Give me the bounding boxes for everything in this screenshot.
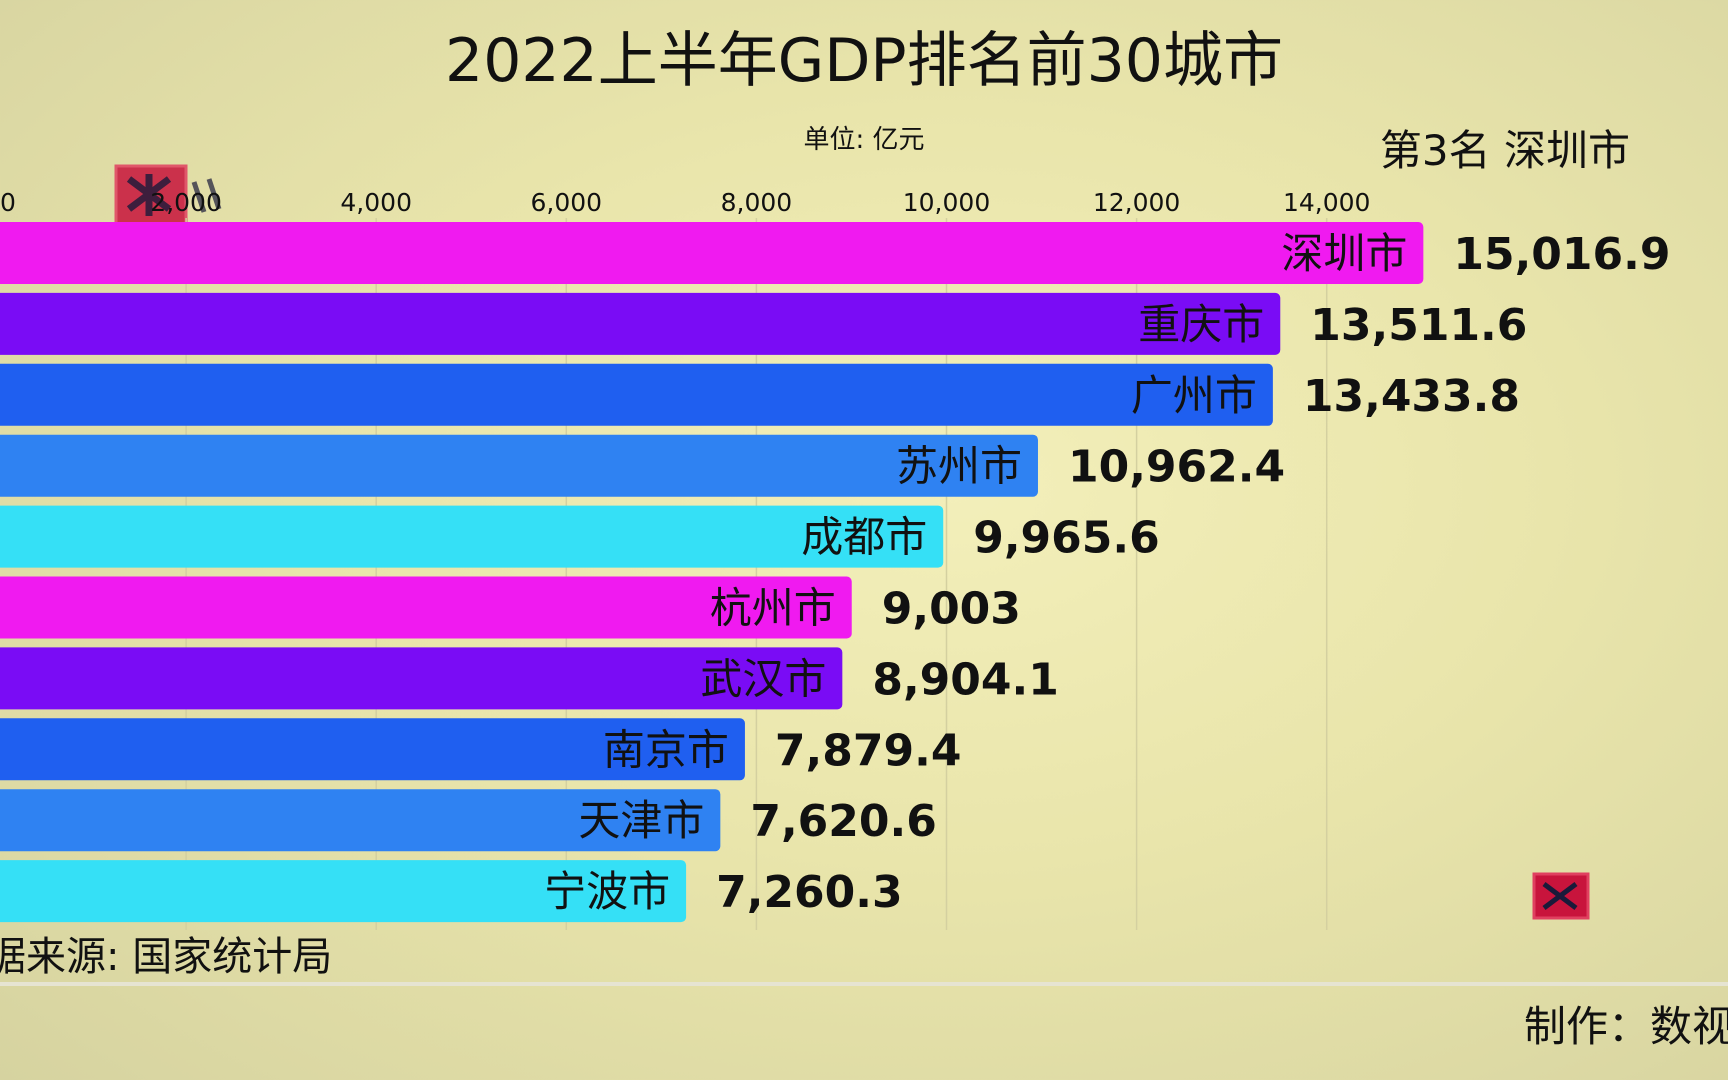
- tick-label: 4,000: [340, 188, 412, 217]
- unit-label: 单位: 亿元: [803, 125, 925, 155]
- bar-3: [0, 363, 1273, 426]
- bar-label: 重庆市: [1138, 300, 1264, 349]
- maker-credit: 制作：数视: [1524, 1002, 1728, 1051]
- bar-label: 天津市: [578, 796, 704, 845]
- value-label: 7,620.6: [750, 796, 937, 847]
- value-label: 10,962.4: [1068, 442, 1285, 493]
- bar-label: 深圳市: [1281, 229, 1407, 278]
- bar-8: [0, 718, 745, 781]
- tick-label: 12,000: [1093, 188, 1180, 217]
- value-label: 7,260.3: [716, 867, 903, 918]
- value-label: 9,003: [882, 584, 1021, 635]
- tick-label: 6,000: [531, 188, 603, 217]
- value-label: 13,511.6: [1310, 300, 1527, 351]
- divider: [0, 982, 1728, 986]
- watermark-logo: [114, 164, 222, 226]
- bar-label: 苏州市: [896, 442, 1022, 491]
- bar-label: 南京市: [603, 725, 729, 774]
- bar-4: [0, 434, 1038, 497]
- bar-10: [0, 860, 687, 923]
- tick-label: 0: [0, 188, 16, 217]
- corner-logo: [1532, 872, 1590, 920]
- value-label: 13,433.8: [1303, 371, 1520, 422]
- bar-label: 宁波市: [544, 867, 670, 916]
- bar-label: 武汉市: [700, 654, 826, 703]
- bar-label: 杭州市: [710, 584, 836, 633]
- value-label: 9,965.6: [973, 513, 1160, 564]
- bar-label: 成都市: [801, 513, 927, 562]
- data-source: 据来源: 国家统计局: [0, 934, 333, 980]
- chart-title: 2022上半年GDP排名前30城市: [445, 26, 1283, 96]
- value-label: 15,016.9: [1453, 229, 1670, 280]
- rank-label: 第3名 深圳市: [1379, 126, 1630, 175]
- bar-6: [0, 576, 852, 639]
- bar-7: [0, 647, 843, 710]
- tick-label: 14,000: [1283, 188, 1370, 217]
- value-label: 8,904.1: [872, 654, 1059, 705]
- bar-2: [0, 292, 1281, 355]
- tick-label: 8,000: [721, 188, 793, 217]
- tick-label: 10,000: [903, 188, 990, 217]
- bar-label: 广州市: [1131, 371, 1257, 420]
- bar-9: [0, 789, 721, 852]
- bar-1: [0, 222, 1424, 284]
- value-label: 7,879.4: [775, 725, 962, 776]
- tick-label: 2,000: [150, 188, 222, 217]
- bar-5: [0, 505, 944, 568]
